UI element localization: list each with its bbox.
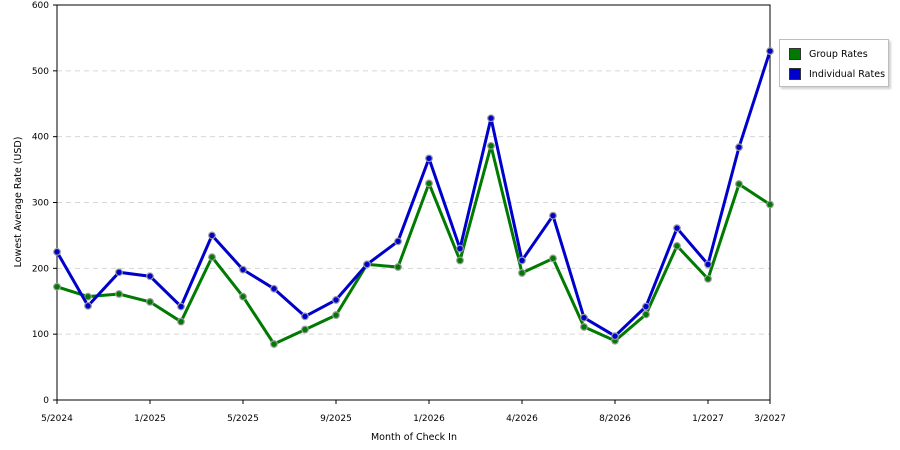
data-point [395,238,402,245]
data-point [643,311,650,318]
x-axis-ticks: 5/2024 1/2025 5/2025 9/2025 1/2026 4/2026 8/20… [41,400,786,424]
x-tick-label: 4/2026 [506,414,538,424]
data-point [674,243,681,250]
y-axis-ticks: 0 100 200 300 400 500 600 [32,1,57,406]
data-point [550,212,557,219]
data-point [54,249,61,256]
series-line [57,51,770,336]
y-tick-label: 300 [32,199,49,209]
legend-swatch-group-rates [789,48,801,60]
data-point [271,285,278,292]
data-point [488,143,495,150]
data-point [395,264,402,271]
legend-item-group-rates: Group Rates [789,47,868,61]
data-point [488,115,495,122]
x-axis-title: Month of Check In [371,432,457,443]
data-point [116,269,123,276]
data-point [209,232,216,239]
data-point [767,201,774,208]
series-group-rates [54,143,774,348]
y-tick-label: 600 [32,1,49,11]
data-point [612,333,619,340]
data-point [457,245,464,252]
data-point [116,291,123,298]
x-tick-label: 8/2026 [599,414,631,424]
x-tick-label: 1/2026 [413,414,445,424]
series-line [57,146,770,344]
series-layer [54,48,774,348]
data-point [705,276,712,283]
legend-label: Group Rates [809,49,868,60]
data-point [519,270,526,277]
series-individual-rates [54,48,774,340]
data-point [643,303,650,310]
legend-swatch-individual-rates [789,68,801,80]
data-point [767,48,774,55]
data-point [147,273,154,280]
y-tick-label: 0 [43,396,49,406]
chart-legend: Group Rates Individual Rates [779,39,889,87]
y-tick-label: 500 [32,67,49,77]
data-point [85,303,92,310]
data-point [240,293,247,300]
data-point [209,254,216,261]
data-point [457,257,464,264]
data-point [240,266,247,273]
data-point [147,299,154,306]
y-tick-label: 200 [32,264,49,274]
x-tick-label: 5/2025 [227,414,259,424]
x-tick-label: 3/2027 [754,414,786,424]
x-tick-label: 1/2025 [134,414,166,424]
x-tick-label: 5/2024 [41,414,73,424]
x-tick-label: 9/2025 [320,414,352,424]
y-axis-title: Lowest Average Rate (USD) [13,137,24,268]
data-point [519,257,526,264]
data-point [333,297,340,304]
data-point [674,225,681,232]
y-tick-label: 100 [32,330,49,340]
data-point [302,313,309,320]
data-point [581,324,588,331]
y-tick-label: 400 [32,133,49,143]
x-tick-label: 1/2027 [692,414,724,424]
data-point [178,303,185,310]
data-point [302,326,309,333]
data-point [550,255,557,262]
legend-label: Individual Rates [809,69,885,80]
data-point [426,180,433,187]
data-point [364,261,371,268]
data-point [54,283,61,290]
data-point [178,318,185,325]
data-point [736,144,743,151]
legend-item-individual-rates: Individual Rates [789,67,885,81]
data-point [333,312,340,319]
data-point [581,314,588,321]
data-point [271,341,278,348]
data-point [736,181,743,188]
data-point [426,155,433,162]
data-point [705,261,712,268]
